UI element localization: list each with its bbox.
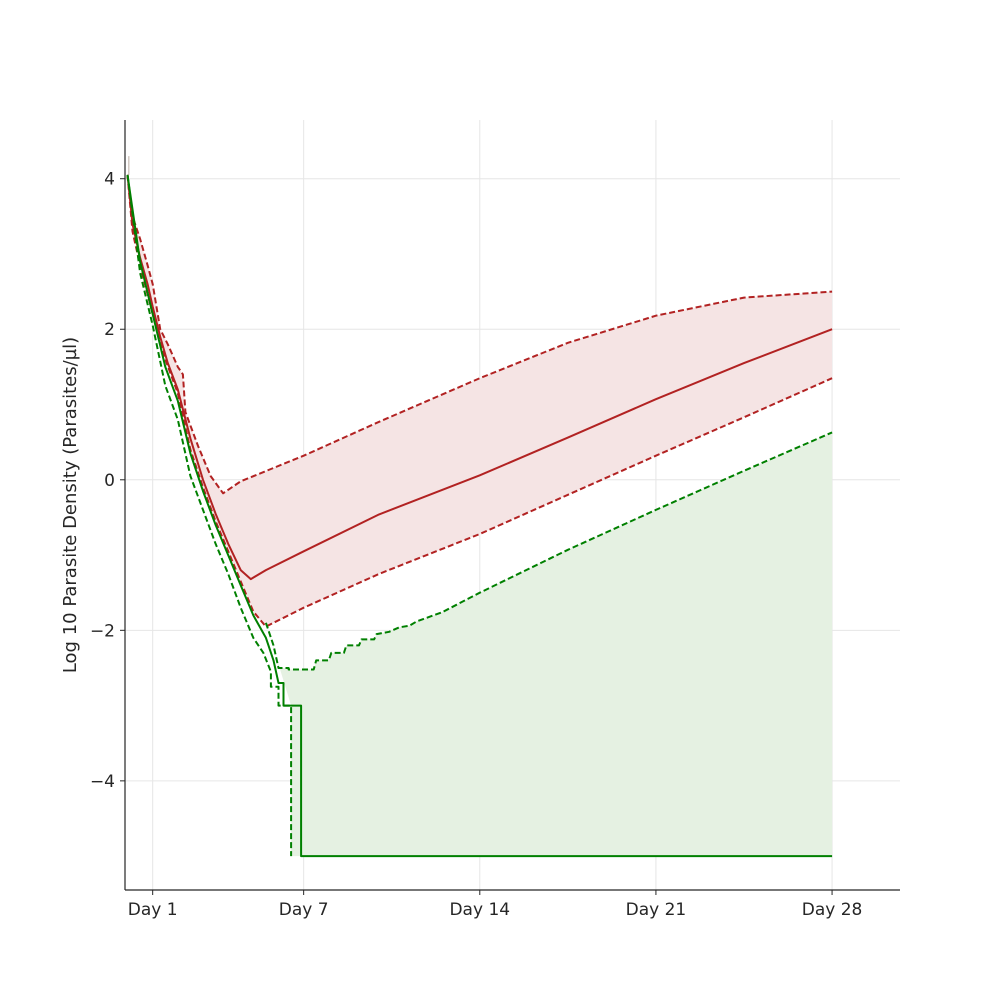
green-solid-series-line-3 bbox=[126, 174, 833, 858]
green-confidence-band bbox=[265, 432, 833, 857]
red-confidence-band bbox=[127, 174, 833, 627]
x-tick-label-3: Day 21 bbox=[626, 900, 687, 920]
green-dashed-series-line-5 bbox=[264, 431, 833, 671]
y-axis-label: Log 10 Parasite Density (Parasites/µl) bbox=[60, 337, 81, 673]
y-tick-label-1: 2 bbox=[104, 320, 115, 340]
red-dashed-series-line-1 bbox=[126, 174, 833, 495]
x-tick-label-4: Day 28 bbox=[802, 900, 863, 920]
confidence-bands bbox=[127, 174, 833, 857]
y-tick-label-0: 4 bbox=[104, 170, 115, 190]
tick-labels: Day 1 Day 7 Day 14 Day 21 Day 28 4 2 0 −2 −4 bbox=[90, 170, 862, 920]
x-tick-label-0: Day 1 bbox=[128, 900, 178, 920]
y-tick-label-3: −2 bbox=[90, 621, 115, 641]
axes bbox=[124, 120, 900, 891]
red-solid-series-line-0 bbox=[126, 174, 833, 581]
x-tick-label-1: Day 7 bbox=[279, 900, 329, 920]
y-tick-label-4: −4 bbox=[90, 772, 115, 792]
y-tick-label-2: 0 bbox=[104, 471, 115, 491]
x-tick-label-2: Day 14 bbox=[449, 900, 510, 920]
series-lines bbox=[126, 156, 833, 858]
